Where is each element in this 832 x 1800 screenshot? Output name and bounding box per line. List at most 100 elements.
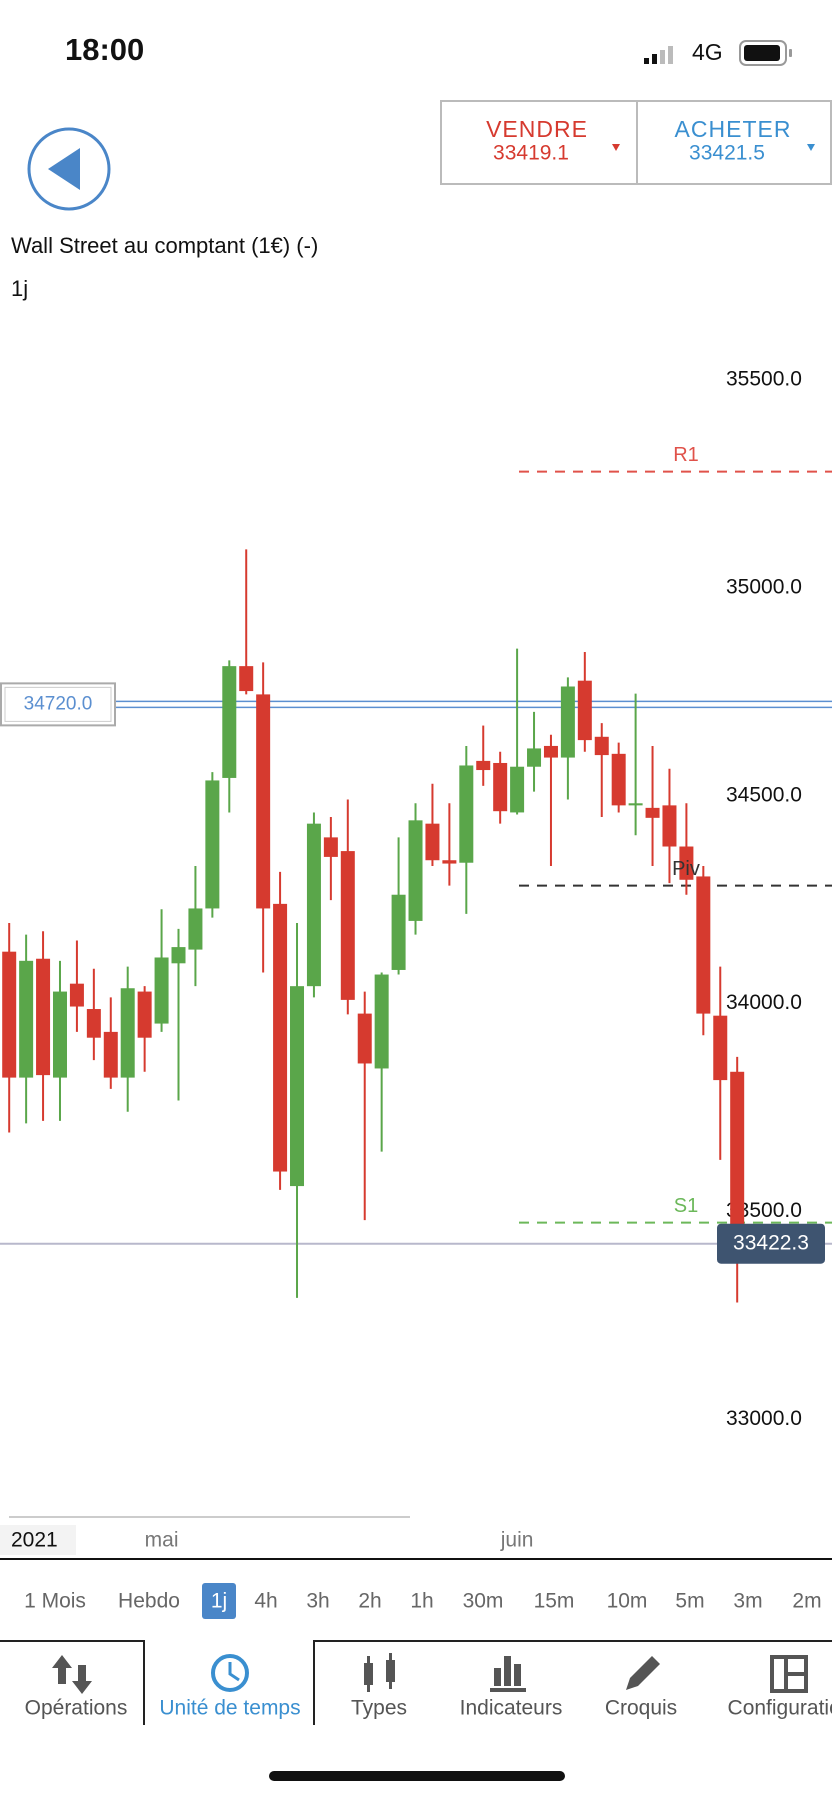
candle-body bbox=[323, 837, 338, 857]
timeframe-selected-bg bbox=[202, 1583, 236, 1619]
candle-body bbox=[713, 1015, 728, 1081]
x-tick-label: juin bbox=[500, 1529, 534, 1552]
candle-body bbox=[137, 991, 152, 1038]
tab-label[interactable]: Croquis bbox=[605, 1697, 677, 1720]
candle-body bbox=[679, 846, 694, 880]
timeframe-option[interactable]: 4h bbox=[254, 1590, 277, 1613]
candle-body bbox=[171, 947, 186, 964]
icon-indicators bbox=[490, 1656, 526, 1692]
candle-body bbox=[408, 820, 423, 921]
timeframe-option[interactable]: 1j bbox=[211, 1590, 227, 1613]
y-tick-label: 33000.0 bbox=[726, 1407, 802, 1430]
year-label-bg bbox=[0, 1525, 76, 1555]
candle-body bbox=[273, 903, 288, 1172]
tab-label[interactable]: Opérations bbox=[25, 1697, 128, 1720]
icon-config bbox=[770, 1655, 808, 1693]
candle-body bbox=[425, 823, 440, 861]
candle-body bbox=[2, 951, 17, 1078]
tab-label[interactable]: Types bbox=[351, 1697, 407, 1720]
candle-body bbox=[560, 686, 575, 758]
candle-body bbox=[290, 986, 305, 1187]
candle-body bbox=[19, 960, 34, 1078]
year-label: 2021 bbox=[11, 1529, 58, 1552]
icon-sketch bbox=[626, 1656, 660, 1690]
sell-button[interactable]: VENDRE 33419.1 bbox=[486, 116, 620, 165]
timeframe-option[interactable]: 2m bbox=[792, 1590, 821, 1613]
candle-body bbox=[645, 807, 660, 818]
instrument-timeframe: 1j bbox=[11, 276, 28, 301]
home-indicator bbox=[269, 1771, 565, 1781]
candle-body bbox=[594, 736, 609, 756]
timeframe-option[interactable]: 3m bbox=[733, 1590, 762, 1613]
candle-body bbox=[459, 765, 474, 863]
candle-body bbox=[662, 805, 677, 847]
candle-body bbox=[120, 988, 135, 1078]
timeframe-option[interactable]: 2h bbox=[358, 1590, 381, 1613]
y-tick-label: 35500.0 bbox=[726, 368, 802, 391]
tab-label[interactable]: Indicateurs bbox=[460, 1697, 563, 1720]
candle-body bbox=[476, 760, 491, 771]
timeframe-option[interactable]: 1 Mois bbox=[24, 1590, 86, 1613]
icon-time bbox=[211, 1654, 249, 1692]
selected-tab-gap bbox=[145, 1638, 313, 1644]
timeframe-option[interactable]: 1h bbox=[410, 1590, 433, 1613]
candle-body bbox=[306, 823, 321, 987]
x-tick-label: mai bbox=[145, 1529, 179, 1552]
candle-body bbox=[577, 680, 592, 741]
buy-button[interactable]: ACHETER 33421.5 bbox=[675, 116, 815, 165]
level-label: Piv bbox=[672, 858, 700, 880]
timeframe-option[interactable]: 30m bbox=[463, 1590, 504, 1613]
candle-body bbox=[611, 753, 626, 806]
icon-types bbox=[364, 1653, 395, 1692]
candle-body bbox=[391, 894, 406, 970]
y-tick-label: 33500.0 bbox=[726, 1199, 802, 1222]
candle-body bbox=[510, 766, 525, 813]
timeframe-option[interactable]: 10m bbox=[607, 1590, 648, 1613]
y-tick-label: 34000.0 bbox=[726, 991, 802, 1014]
candle-body bbox=[188, 908, 203, 950]
y-tick-label: 35000.0 bbox=[726, 576, 802, 599]
sell-price: 33419.1 bbox=[493, 142, 569, 165]
signal-icon bbox=[644, 46, 673, 64]
candle-body bbox=[628, 803, 643, 806]
candle-body bbox=[543, 745, 558, 758]
timeframe-option[interactable]: 3h bbox=[306, 1590, 329, 1613]
level-label: S1 bbox=[674, 1195, 698, 1217]
candle-body bbox=[340, 851, 355, 1000]
network: 4G bbox=[692, 39, 723, 65]
timeframe-option[interactable]: 5m bbox=[675, 1590, 704, 1613]
candle-body bbox=[256, 694, 271, 909]
candle-body bbox=[357, 1013, 372, 1064]
candle-body bbox=[527, 748, 542, 767]
candle-body bbox=[222, 666, 237, 778]
buy-label: ACHETER bbox=[675, 116, 792, 142]
candle-body bbox=[730, 1071, 745, 1244]
candle-body bbox=[374, 974, 389, 1069]
last-price-label: 33422.3 bbox=[733, 1231, 809, 1254]
battery-icon bbox=[739, 40, 792, 66]
marker-label: 34720.0 bbox=[24, 693, 93, 714]
timeframe-option[interactable]: 15m bbox=[534, 1590, 575, 1613]
timeframe-option[interactable]: Hebdo bbox=[118, 1590, 180, 1613]
last-price-tag bbox=[717, 1223, 825, 1264]
candle-body bbox=[52, 991, 67, 1078]
sell-label: VENDRE bbox=[486, 116, 588, 142]
tab-label[interactable]: Unité de temps bbox=[159, 1697, 300, 1720]
candle-body bbox=[696, 876, 711, 1014]
candle-body bbox=[36, 958, 51, 1076]
level-label: R1 bbox=[673, 444, 699, 466]
tab-label[interactable]: Configuration bbox=[728, 1697, 832, 1720]
candle-body bbox=[69, 983, 84, 1007]
candle-body bbox=[103, 1031, 118, 1078]
candle-body bbox=[239, 666, 254, 692]
candle-body bbox=[154, 957, 169, 1024]
candle-body bbox=[493, 762, 508, 812]
instrument-title: Wall Street au comptant (1€) (-) bbox=[11, 233, 318, 258]
buy-price: 33421.5 bbox=[689, 142, 765, 165]
status-time: 18:00 bbox=[65, 32, 144, 67]
back-button[interactable] bbox=[27, 127, 111, 211]
y-tick-label: 34500.0 bbox=[726, 783, 802, 806]
candle-body bbox=[442, 860, 457, 864]
